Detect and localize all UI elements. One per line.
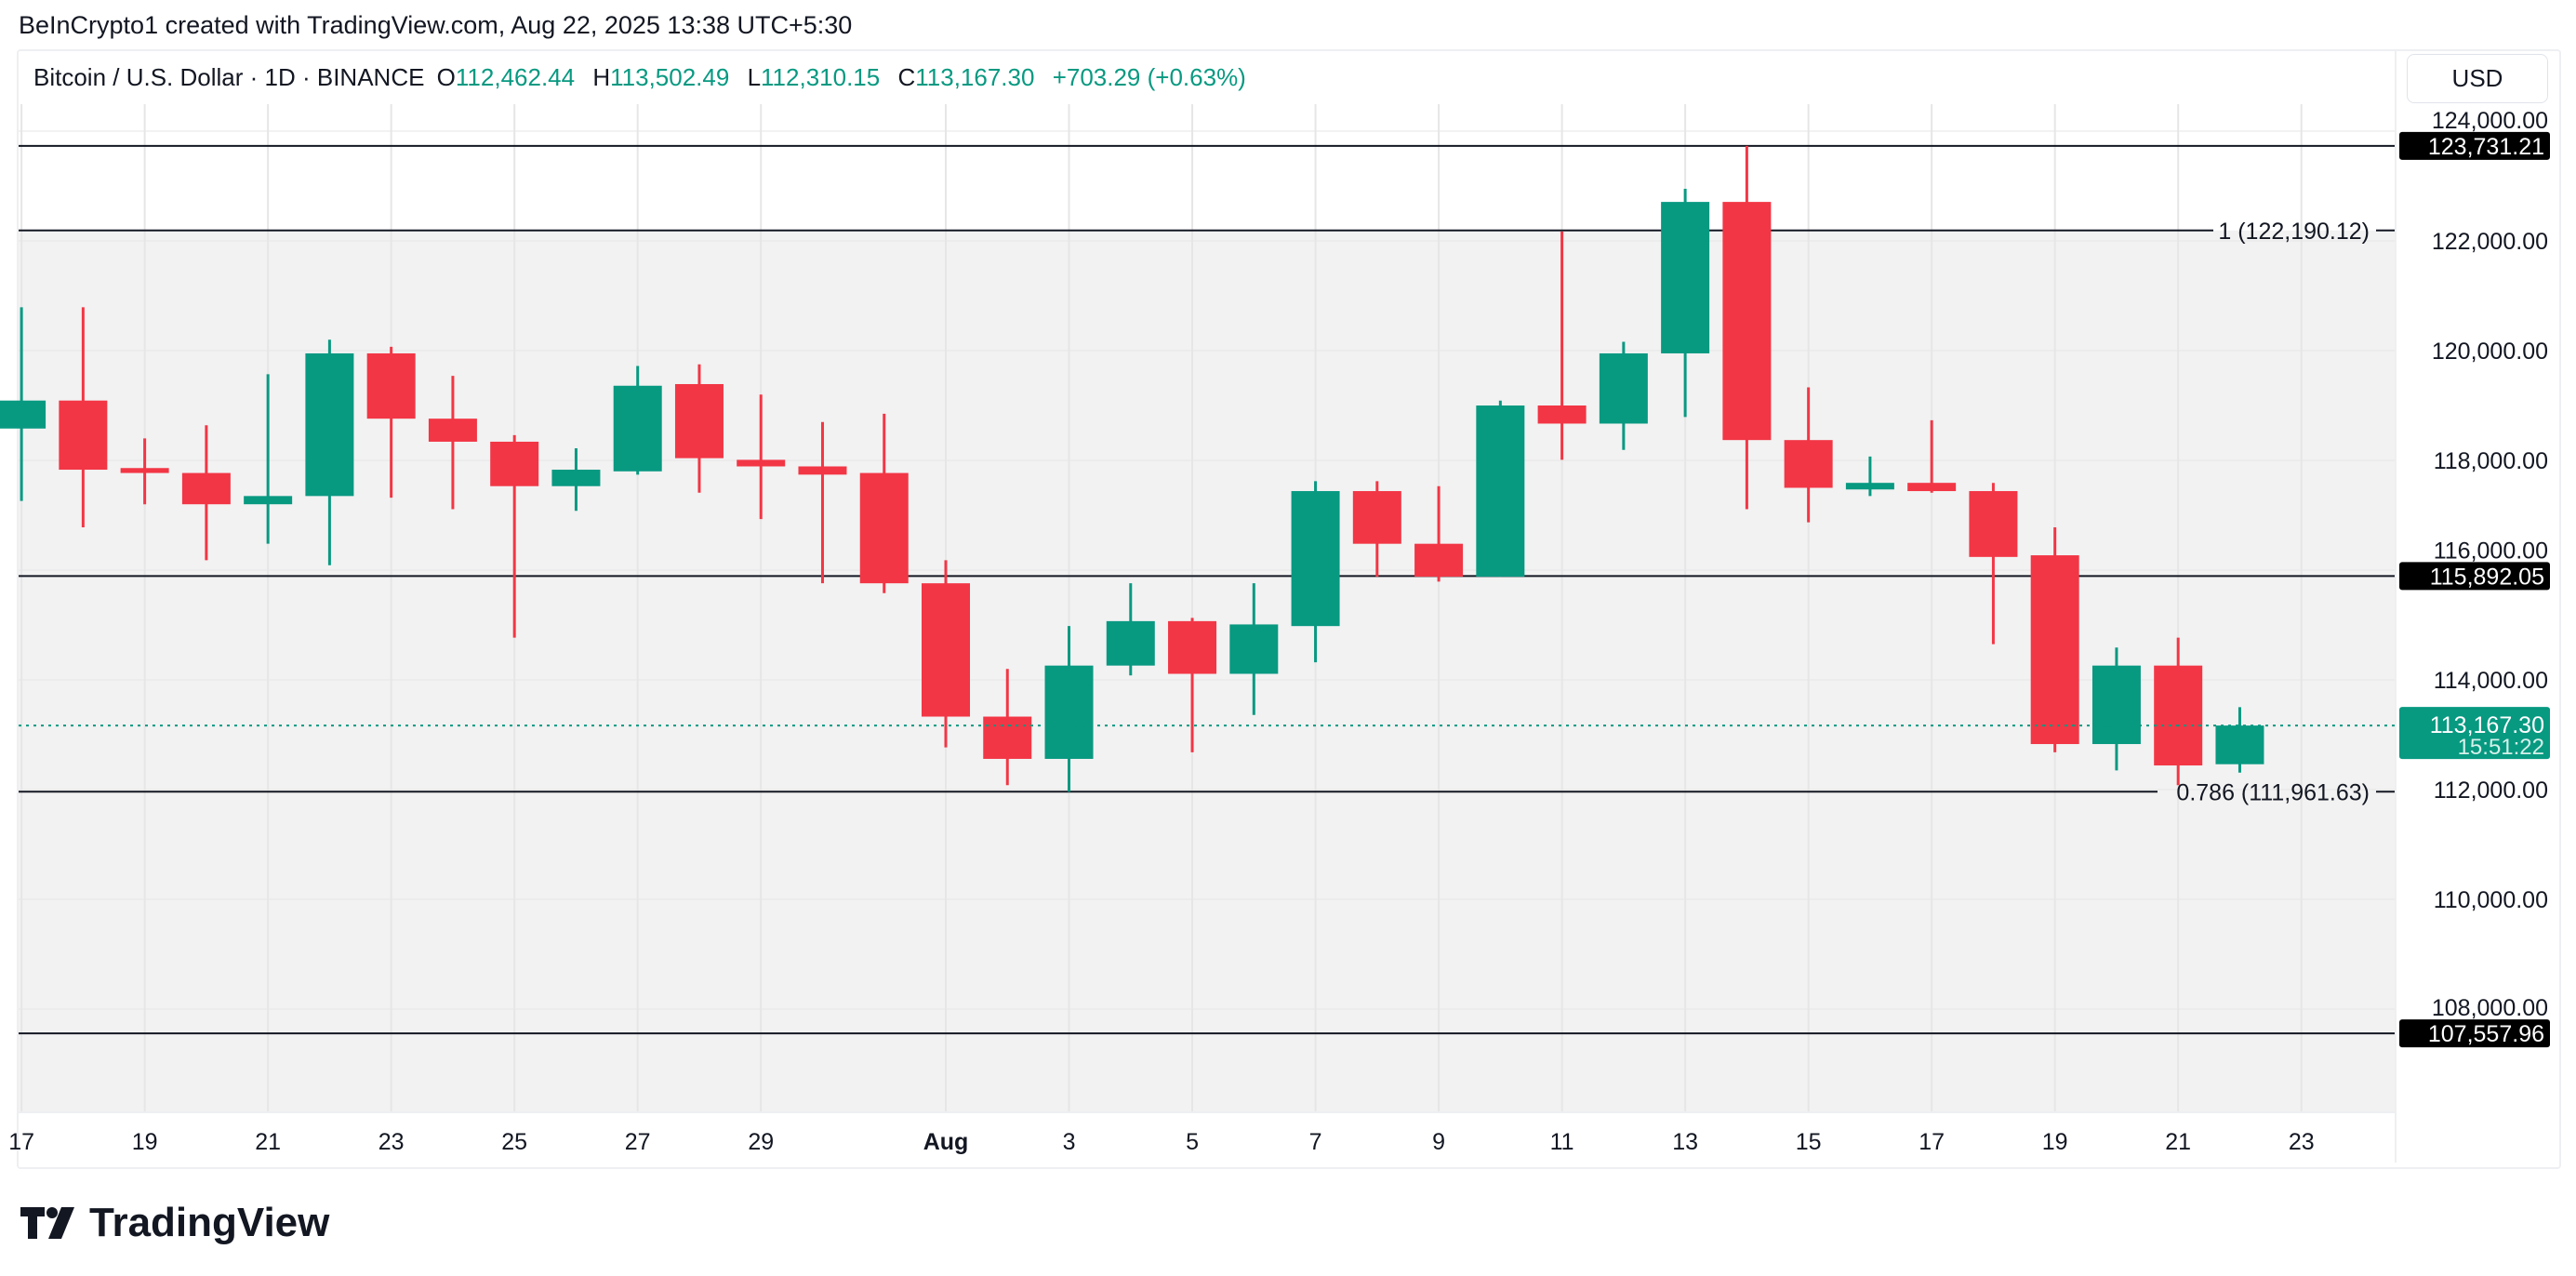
candle-body-aug-1 — [922, 583, 970, 717]
candle-body-jul-20 — [181, 472, 231, 505]
x-tick-label: 19 — [132, 1129, 158, 1155]
candle-body-aug-14 — [1722, 202, 1772, 441]
candle-body-aug-20 — [2091, 665, 2141, 745]
symbol-title[interactable]: Bitcoin / U.S. Dollar · 1D · BINANCE — [33, 63, 425, 91]
fib-level-label: 1 (122,190.12) — [2218, 219, 2370, 245]
low-label: L — [747, 63, 762, 91]
horizontal-level-label: 123,731.21 — [2428, 134, 2544, 160]
x-tick-label: 17 — [1919, 1129, 1945, 1155]
candle-body-jul-19 — [120, 468, 169, 473]
candle-body-aug-15 — [1784, 440, 1833, 488]
chart-frame — [17, 49, 2561, 1169]
candle-body-jul-26 — [551, 470, 601, 486]
x-tick-label: 23 — [2289, 1129, 2315, 1155]
candle-body-aug-18 — [1969, 491, 2018, 557]
candle-body-jul-29 — [737, 459, 786, 467]
y-tick-label: 124,000.00 — [2432, 108, 2548, 134]
open-label: O — [436, 63, 456, 91]
x-tick-label: 25 — [501, 1129, 527, 1155]
x-tick-label: 3 — [1063, 1129, 1076, 1155]
candle-body-aug-9 — [1414, 543, 1464, 578]
tradingview-logo: TradingView — [20, 1200, 329, 1246]
x-tick-label: Aug — [923, 1129, 969, 1155]
close-label: C — [897, 63, 916, 91]
x-tick-label: 19 — [2042, 1129, 2068, 1155]
x-tick-label: 21 — [255, 1129, 281, 1155]
candle-body-jul-24 — [428, 419, 477, 442]
y-tick-label: 118,000.00 — [2434, 448, 2548, 474]
candle-body-aug-22 — [2215, 725, 2264, 764]
candle-body-jul-27 — [613, 385, 662, 472]
x-tick-label: 21 — [2165, 1129, 2191, 1155]
high-value: 113,502.49 — [610, 63, 730, 91]
horizontal-level-badge — [2399, 1019, 2550, 1048]
candle-body-jul-17 — [0, 400, 46, 429]
candle-body-aug-21 — [2154, 665, 2203, 766]
y-tick-label: 110,000.00 — [2434, 887, 2548, 913]
candle-body-aug-4 — [1106, 620, 1155, 666]
candle-body-jul-18 — [59, 400, 108, 471]
high-label: H — [592, 63, 611, 91]
candle-body-aug-6 — [1229, 624, 1279, 674]
x-tick-label: 23 — [378, 1129, 405, 1155]
candle-body-jul-22 — [305, 352, 354, 497]
candle-body-jul-21 — [244, 496, 293, 505]
candle-body-aug-7 — [1291, 491, 1340, 627]
x-tick-label: 7 — [1309, 1129, 1322, 1155]
y-tick-label: 112,000.00 — [2434, 778, 2548, 804]
last-price-label: 113,167.30 — [2430, 712, 2544, 738]
x-tick-label: 5 — [1186, 1129, 1199, 1155]
x-tick-label: 11 — [1550, 1129, 1574, 1155]
candle-body-aug-13 — [1661, 202, 1710, 353]
candle-body-aug-5 — [1168, 620, 1217, 674]
currency-button[interactable]: USD — [2407, 54, 2548, 103]
candle-body-aug-17 — [1907, 483, 1957, 492]
y-tick-label: 108,000.00 — [2432, 995, 2548, 1021]
candle-body-aug-11 — [1537, 405, 1587, 424]
candle-body-jul-31 — [859, 472, 909, 584]
x-tick-label: 29 — [748, 1129, 774, 1155]
y-tick-label: 122,000.00 — [2432, 229, 2548, 255]
y-tick-label: 114,000.00 — [2434, 668, 2548, 694]
tradingview-logo-icon — [20, 1207, 74, 1239]
logo-text: TradingView — [89, 1200, 330, 1245]
candle-body-jul-30 — [798, 466, 847, 475]
symbol-legend: Bitcoin / U.S. Dollar · 1D · BINANCE O11… — [33, 63, 1252, 92]
fib-level-label: 0.786 (111,961.63) — [2176, 779, 2370, 805]
y-tick-label: 120,000.00 — [2432, 339, 2548, 365]
horizontal-level-label: 115,892.05 — [2430, 564, 2544, 590]
x-tick-label: 13 — [1672, 1129, 1698, 1155]
x-tick-label: 27 — [625, 1129, 651, 1155]
candle-body-aug-8 — [1352, 491, 1401, 544]
x-tick-label: 15 — [1796, 1129, 1822, 1155]
candle-body-jul-28 — [674, 383, 724, 459]
bar-countdown: 15:51:22 — [2458, 735, 2544, 760]
horizontal-level-badge — [2399, 131, 2550, 160]
y-tick-label: 116,000.00 — [2434, 538, 2548, 564]
last-price-badge — [2399, 707, 2550, 760]
candle-body-aug-2 — [983, 716, 1032, 759]
open-value: 112,462.44 — [455, 63, 576, 91]
close-value: 113,167.30 — [915, 63, 1035, 91]
candle-body-jul-25 — [490, 441, 539, 486]
low-value: 112,310.15 — [761, 63, 881, 91]
candle-body-aug-10 — [1476, 405, 1525, 578]
horizontal-level-label: 107,557.96 — [2428, 1021, 2544, 1047]
change-value: +703.29 (+0.63%) — [1052, 63, 1246, 91]
x-tick-label: 17 — [8, 1129, 34, 1155]
candle-body-aug-16 — [1845, 483, 1894, 490]
x-tick-label: 9 — [1432, 1129, 1445, 1155]
candle-body-aug-19 — [2030, 555, 2079, 745]
candle-body-aug-3 — [1044, 665, 1094, 759]
horizontal-level-badge — [2399, 562, 2550, 591]
candle-body-aug-12 — [1599, 352, 1648, 424]
candle-body-jul-23 — [366, 352, 416, 419]
credit-line: BeInCrypto1 created with TradingView.com… — [19, 11, 853, 39]
